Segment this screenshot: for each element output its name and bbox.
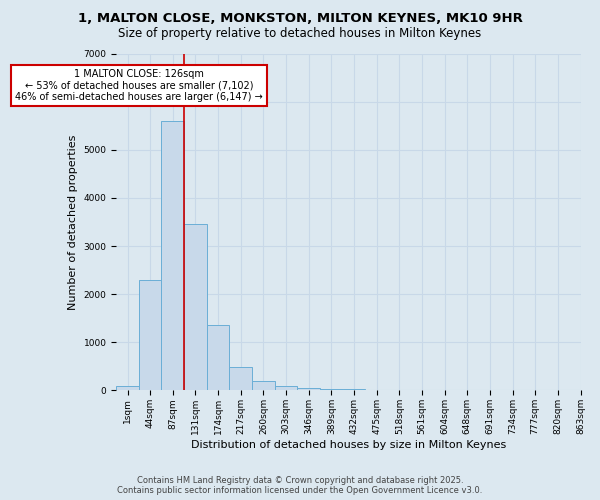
Text: Size of property relative to detached houses in Milton Keynes: Size of property relative to detached ho… <box>118 28 482 40</box>
Bar <box>116 386 139 390</box>
Text: Contains HM Land Registry data © Crown copyright and database right 2025.
Contai: Contains HM Land Registry data © Crown c… <box>118 476 482 495</box>
Text: 1, MALTON CLOSE, MONKSTON, MILTON KEYNES, MK10 9HR: 1, MALTON CLOSE, MONKSTON, MILTON KEYNES… <box>77 12 523 26</box>
Bar <box>252 381 275 390</box>
Bar <box>139 280 161 390</box>
X-axis label: Distribution of detached houses by size in Milton Keynes: Distribution of detached houses by size … <box>191 440 506 450</box>
Bar <box>229 368 252 390</box>
Bar <box>298 388 320 390</box>
Y-axis label: Number of detached properties: Number of detached properties <box>68 134 78 310</box>
Text: 1 MALTON CLOSE: 126sqm
← 53% of detached houses are smaller (7,102)
46% of semi-: 1 MALTON CLOSE: 126sqm ← 53% of detached… <box>15 69 263 102</box>
Bar <box>275 386 298 390</box>
Bar <box>207 326 229 390</box>
Bar <box>320 388 343 390</box>
Bar <box>184 224 207 390</box>
Bar <box>161 121 184 390</box>
